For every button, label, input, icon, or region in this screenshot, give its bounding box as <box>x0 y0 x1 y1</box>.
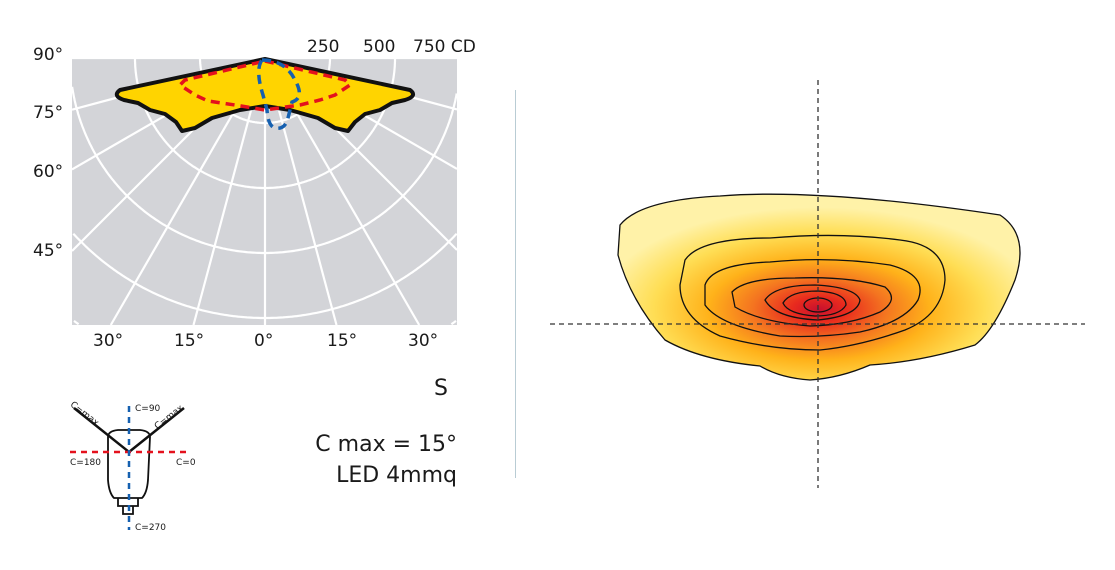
series-label: S <box>434 376 448 401</box>
label-c0: C=0 <box>176 458 196 468</box>
angle-label-90: 90° <box>33 45 64 65</box>
luminaire-diagram <box>70 406 190 530</box>
grid-circle <box>450 320 457 326</box>
led-label: LED 4mmq <box>336 463 457 488</box>
grid-circle <box>73 320 80 326</box>
scale-label-750: 750 CD <box>413 37 476 57</box>
isolux-outer <box>617 193 1021 381</box>
isolux-diagram <box>550 80 1085 488</box>
angle-label-60: 60° <box>33 162 64 182</box>
divider <box>515 90 516 478</box>
angle-label-75: 75° <box>33 103 64 123</box>
scale-label-500: 500 <box>363 37 396 57</box>
cmax-label: C max = 15° <box>315 432 457 457</box>
bottom-label-30-left: 30° <box>93 331 124 351</box>
angle-label-45: 45° <box>33 241 64 261</box>
label-c180: C=180 <box>70 458 102 468</box>
scale-label-250: 250 <box>307 37 340 57</box>
intensity-curves <box>114 57 415 133</box>
bottom-label-30-right: 30° <box>408 331 439 351</box>
bottom-label-0: 0° <box>254 331 274 351</box>
c90-c270-curve <box>257 58 302 131</box>
grid-circle <box>71 86 458 255</box>
label-c90: C=90 <box>135 404 161 414</box>
label-c270: C=270 <box>135 523 167 533</box>
bottom-label-15-right: 15° <box>327 331 358 351</box>
bottom-label-15-left: 15° <box>174 331 205 351</box>
